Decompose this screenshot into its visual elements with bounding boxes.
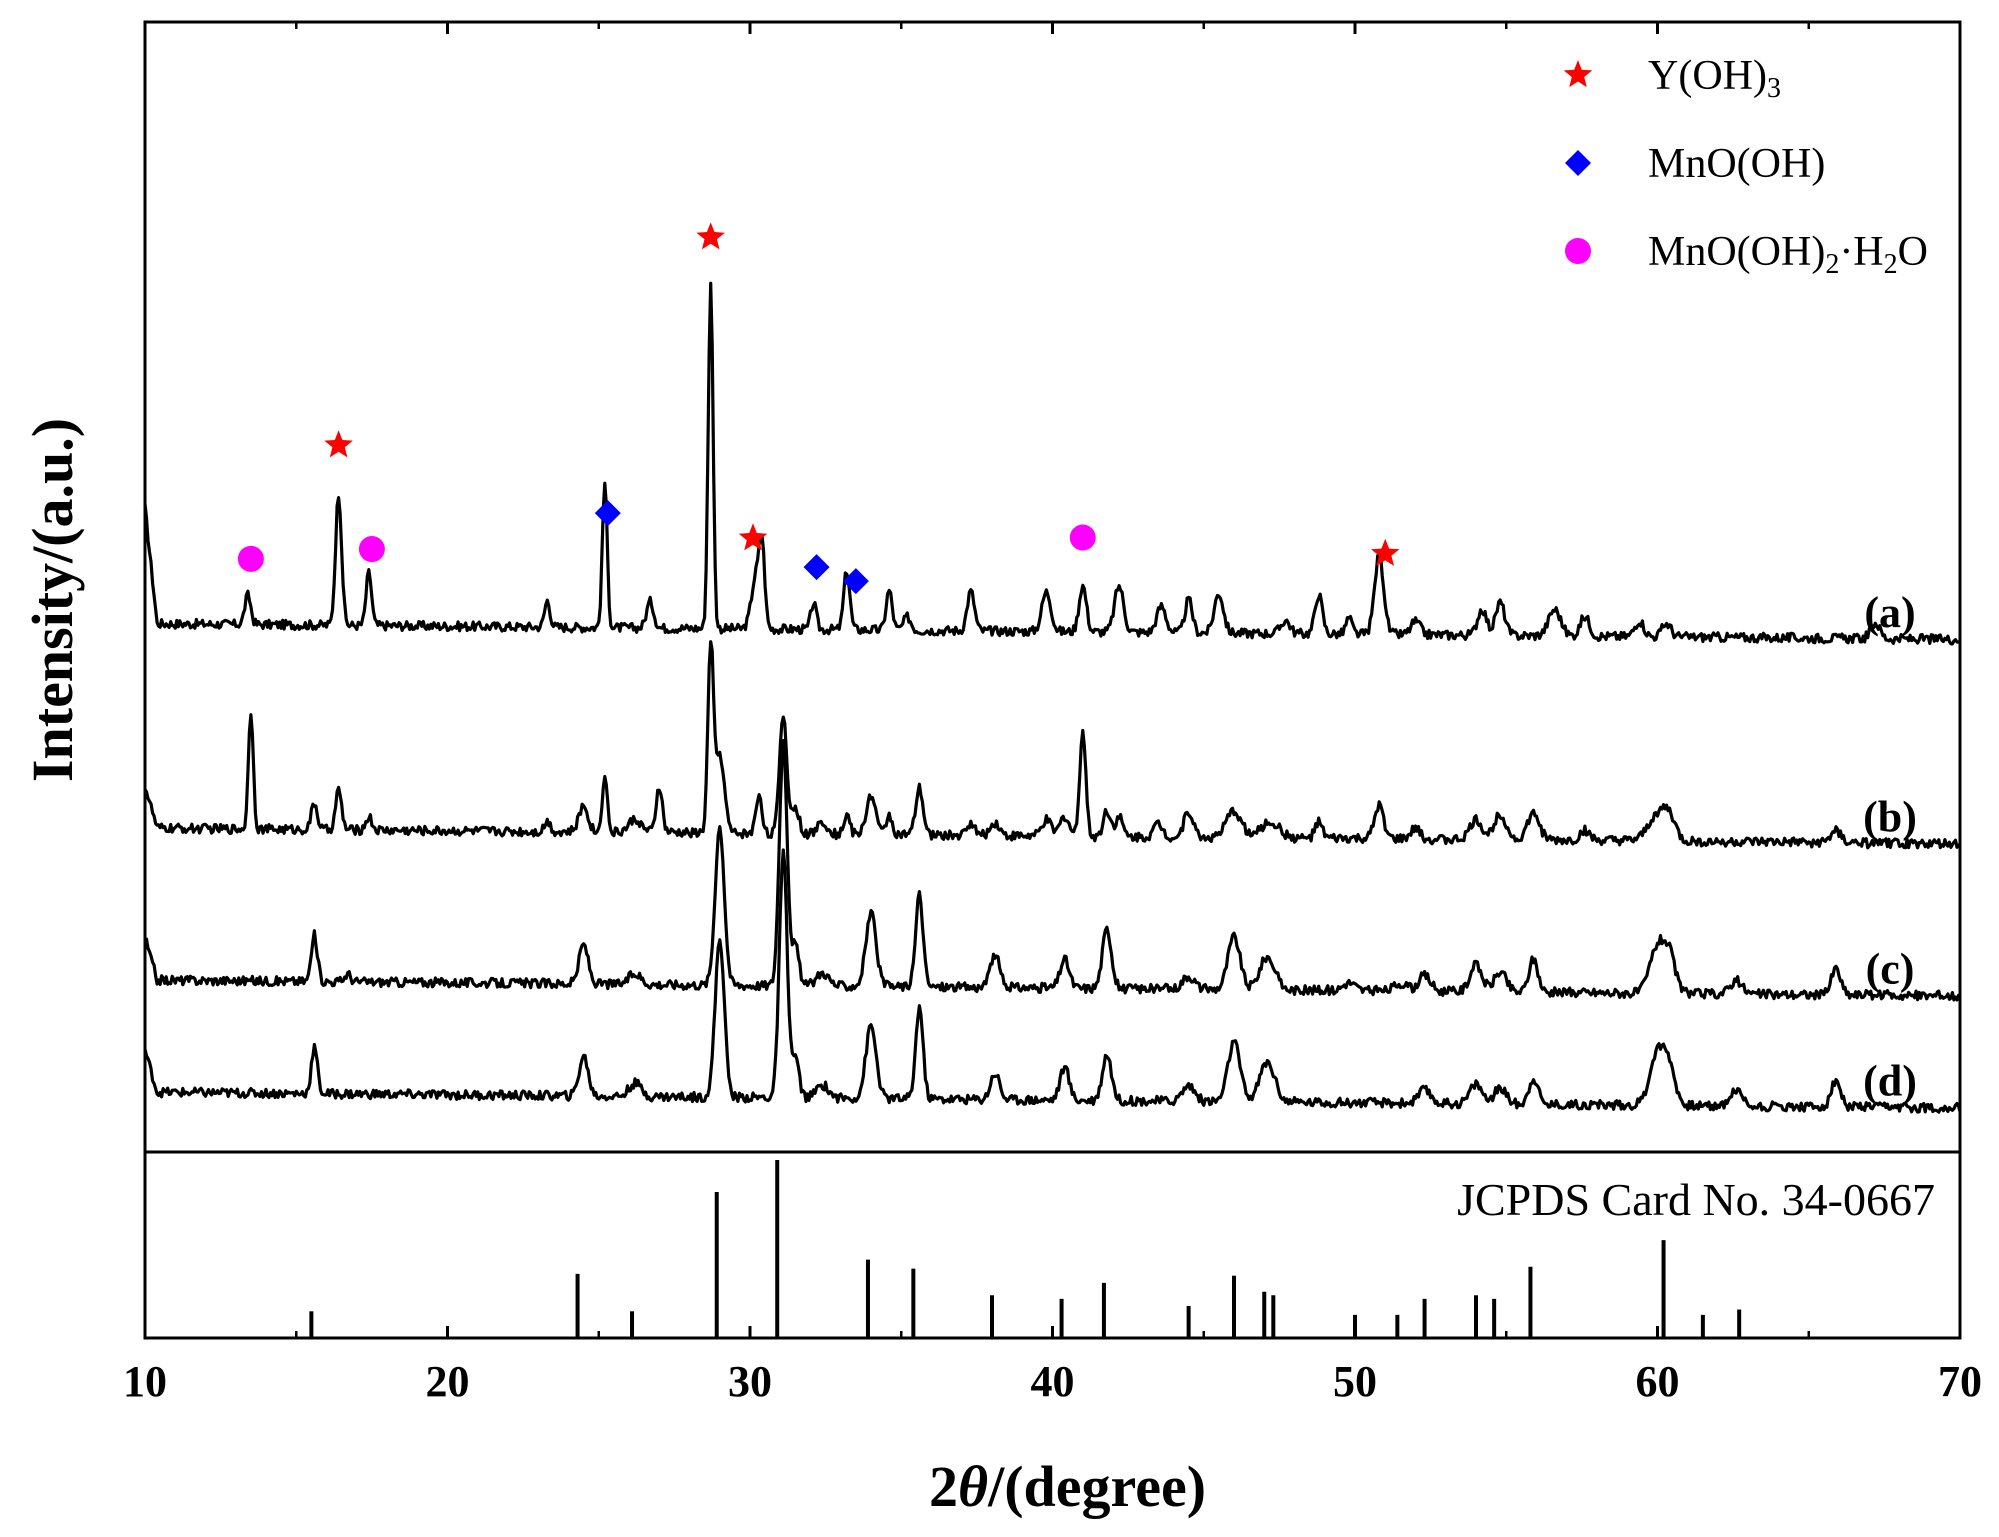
legend-star-icon bbox=[1563, 60, 1593, 88]
x-tick-label: 30 bbox=[728, 1357, 772, 1406]
xrd-curve-b bbox=[143, 640, 1962, 850]
x-tick-label: 40 bbox=[1031, 1357, 1075, 1406]
x-tick-label: 20 bbox=[426, 1357, 470, 1406]
xrd-curve-a bbox=[143, 281, 1961, 646]
legend: Y(OH)3 MnO(OH) MnO(OH)2·H2O bbox=[1563, 53, 1928, 280]
legend-diamond-icon bbox=[1565, 150, 1591, 176]
x-tick-label: 10 bbox=[123, 1357, 167, 1406]
circle-marker bbox=[358, 536, 385, 563]
curve-label-d: (d) bbox=[1863, 1057, 1917, 1106]
circle-marker bbox=[1069, 524, 1096, 551]
xrd-curve-c bbox=[144, 739, 1962, 1002]
legend-entry-1: MnO(OH) bbox=[1648, 141, 1825, 187]
xrd-curve-d bbox=[143, 848, 1962, 1114]
star-marker bbox=[738, 523, 768, 551]
y-axis-title: Intensity/(a.u.) bbox=[20, 418, 85, 782]
curve-label-a: (a) bbox=[1864, 588, 1915, 637]
diamond-marker bbox=[594, 500, 621, 527]
x-tick-label: 60 bbox=[1636, 1357, 1680, 1406]
star-marker bbox=[324, 430, 353, 458]
reference-label: JCPDS Card No. 34-0667 bbox=[1457, 1174, 1935, 1225]
star-marker bbox=[1371, 538, 1400, 566]
diamond-marker bbox=[803, 554, 830, 581]
curve-label-c: (c) bbox=[1866, 944, 1915, 993]
star-marker bbox=[696, 222, 725, 250]
curve-label-b: (b) bbox=[1863, 793, 1917, 842]
circle-marker bbox=[237, 545, 264, 572]
legend-entry-2: MnO(OH)2·H2O bbox=[1648, 229, 1928, 280]
legend-circle-icon bbox=[1565, 238, 1591, 264]
diamond-marker bbox=[842, 568, 869, 595]
legend-entry-0: Y(OH)3 bbox=[1648, 53, 1781, 104]
x-axis-title: 2θ/(degree) bbox=[929, 1454, 1206, 1519]
x-tick-label: 70 bbox=[1938, 1357, 1982, 1406]
x-tick-label: 50 bbox=[1333, 1357, 1377, 1406]
